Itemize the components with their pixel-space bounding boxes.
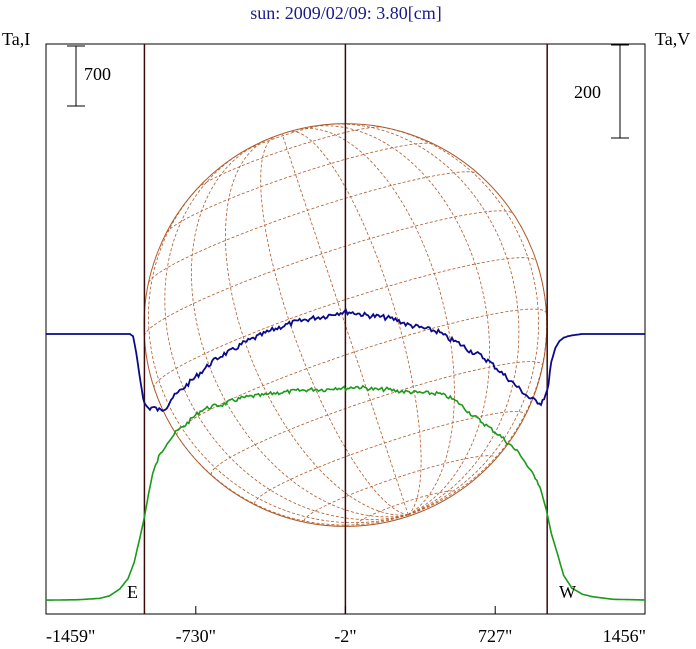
longitude-line	[297, 127, 455, 516]
right-axis-label: Ta,V	[655, 29, 690, 49]
right-scalebar-label: 200	[574, 82, 601, 102]
limb-lines	[143, 44, 548, 614]
right-scalebar	[611, 44, 629, 139]
latitude-line	[303, 455, 496, 522]
longitude-line	[153, 388, 409, 526]
west-label: W	[559, 582, 576, 602]
series-ta-i-line	[46, 384, 646, 601]
longitude-line	[372, 125, 540, 516]
longitude-line	[148, 180, 409, 523]
x-tick-label: 1456"	[603, 626, 646, 646]
longitude-line	[289, 130, 422, 516]
series-group	[46, 307, 646, 601]
longitude-line	[310, 125, 490, 516]
longitude-line	[281, 133, 409, 515]
x-tick-label: -2"	[334, 626, 356, 646]
left-axis-label: Ta,I	[2, 29, 30, 49]
latitude-line	[210, 361, 543, 475]
longitude-line	[260, 136, 409, 516]
longitude-line	[164, 152, 409, 521]
x-tick-label: -1459"	[46, 626, 95, 646]
longitude-line	[190, 144, 409, 518]
latitude-line	[166, 142, 434, 233]
longitude-line	[408, 261, 548, 516]
x-tick-label: -730"	[176, 626, 216, 646]
latitude-line	[143, 210, 514, 336]
x-tick-label: 727"	[478, 626, 512, 646]
left-scalebar-label: 700	[84, 64, 111, 84]
left-scalebar	[67, 45, 85, 107]
chart-title: sun: 2009/02/09: 3.80[cm]	[250, 3, 442, 23]
x-tick-labels: -1459" -730" -2" 727" 1456"	[45, 606, 646, 646]
series-ta-v-line	[46, 307, 645, 413]
latitude-line	[176, 308, 547, 436]
longitude-line	[225, 139, 409, 516]
east-label: E	[127, 582, 138, 602]
latitude-line	[197, 126, 383, 189]
longitude-line	[326, 123, 520, 516]
solar-disk-grid	[143, 123, 548, 527]
